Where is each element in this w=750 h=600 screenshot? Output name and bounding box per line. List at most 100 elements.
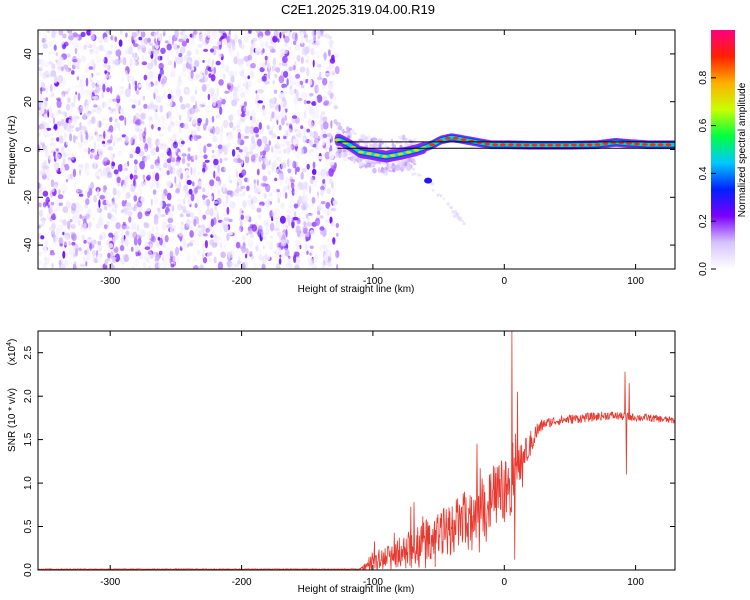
noise-speckle (76, 76, 80, 81)
noise-speckle (288, 188, 292, 195)
noise-speckle (223, 157, 229, 161)
noise-speckle (107, 146, 114, 151)
noise-speckle (117, 164, 123, 172)
noise-speckle (272, 96, 276, 104)
signal-halo-speckle (369, 143, 375, 148)
noise-speckle (185, 169, 190, 176)
noise-speckle (187, 147, 191, 152)
noise-speckle (282, 87, 289, 95)
noise-speckle (289, 125, 293, 133)
noise-speckle (272, 209, 277, 214)
noise-speckle (120, 107, 124, 115)
noise-speckle (315, 111, 320, 119)
noise-speckle (85, 132, 89, 140)
noise-speckle (173, 60, 176, 69)
noise-speckle (75, 264, 82, 269)
noise-speckle (294, 32, 298, 42)
noise-speckle (119, 59, 122, 64)
noise-speckle (134, 83, 138, 92)
noise-speckle (85, 213, 91, 220)
noise-speckle (240, 185, 246, 190)
noise-speckle (263, 192, 266, 199)
noise-speckle (145, 258, 149, 262)
noise-speckle (209, 239, 214, 246)
noise-speckle (58, 30, 64, 36)
noise-speckle (202, 199, 208, 207)
noise-speckle (155, 162, 161, 169)
noise-speckle (324, 151, 331, 160)
noise-speckle (296, 132, 303, 139)
signal-track-core (405, 150, 412, 154)
signal-track-core (641, 143, 648, 146)
noise-speckle (240, 91, 246, 98)
noise-speckle (309, 245, 314, 249)
noise-speckle (316, 195, 319, 199)
signal-track-core (649, 143, 656, 147)
noise-speckle (220, 251, 226, 258)
noise-speckle (220, 251, 227, 259)
noise-speckle (316, 39, 320, 47)
noise-speckle (179, 95, 183, 103)
signal-halo-speckle (408, 157, 411, 163)
noise-speckle (150, 71, 154, 78)
noise-speckle (62, 231, 65, 236)
noise-speckle (209, 48, 215, 53)
spectrogram-xtick-label: -300 (100, 276, 120, 287)
noise-speckle (178, 114, 182, 121)
noise-speckle (110, 205, 113, 211)
noise-speckle (44, 256, 48, 262)
noise-speckle (107, 212, 112, 219)
noise-speckle (147, 105, 150, 110)
noise-speckle (117, 137, 122, 142)
noise-speckle (336, 264, 339, 269)
noise-speckle (319, 244, 324, 251)
noise-speckle (202, 164, 208, 172)
noise-speckle (86, 238, 93, 242)
noise-speckle (283, 35, 290, 44)
noise-speckle (221, 220, 225, 228)
noise-speckle (286, 129, 290, 138)
noise-speckle (197, 206, 202, 216)
noise-speckle (207, 165, 212, 171)
noise-speckle (219, 227, 222, 234)
signal-track-core (381, 155, 388, 158)
noise-speckle (248, 127, 253, 135)
colorbar-ticks: 0.00.20.40.60.8 (698, 70, 716, 276)
noise-speckle (87, 110, 92, 114)
signal-halo-speckle (369, 165, 372, 169)
noise-speckle (172, 253, 177, 262)
noise-speckle (235, 170, 239, 178)
noise-speckle (79, 228, 85, 232)
signal-halo-speckle (342, 128, 345, 135)
noise-speckle (70, 231, 75, 235)
noise-speckle (245, 68, 252, 74)
noise-speckle (196, 217, 200, 225)
signal-track-core (657, 143, 664, 147)
noise-speckle (300, 125, 304, 130)
noise-speckle (113, 231, 119, 241)
signal-halo-speckle (364, 159, 371, 164)
noise-speckle (96, 81, 102, 86)
noise-speckle (107, 139, 113, 144)
signal-halo-speckle (369, 161, 374, 163)
noise-speckle (285, 140, 290, 146)
signal-halo-speckle (372, 144, 376, 149)
noise-speckle (145, 207, 151, 212)
noise-speckle (313, 254, 319, 263)
noise-speckle (203, 154, 208, 159)
noise-speckle (103, 63, 108, 68)
noise-speckle (290, 208, 296, 212)
noise-speckle (314, 218, 321, 226)
noise-speckle (92, 40, 97, 50)
noise-speckle (141, 55, 144, 62)
noise-speckle (261, 126, 264, 135)
noise-speckle (110, 134, 113, 141)
noise-speckle (49, 190, 54, 198)
noise-speckle (160, 47, 166, 54)
noise-speckle (148, 115, 154, 125)
noise-speckle (91, 249, 96, 256)
noise-speckle (294, 46, 297, 51)
noise-speckle (262, 175, 268, 182)
noise-speckle (169, 250, 174, 259)
noise-speckle (67, 97, 71, 103)
